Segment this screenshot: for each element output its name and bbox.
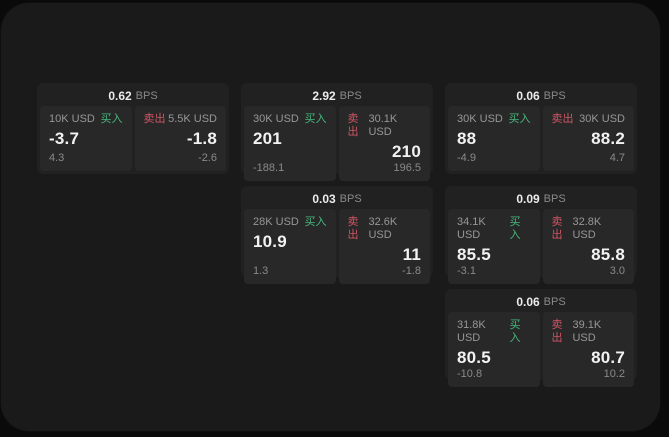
buy-change: -10.8 [457,368,483,380]
sell-tag: 卖出 [347,216,359,241]
bps-unit: BPS [543,296,566,308]
bps-value: 0.06 [516,295,540,309]
sell-amount: 30.1K USD [368,113,398,138]
quote-card: 0.03 BPS 28K USD 买入 10.9 1.3 卖出 32.6K US… [241,186,433,284]
buy-amount: 34.1K USD [457,216,486,241]
bps-header: 0.09 BPS [448,189,634,209]
sell-cell[interactable]: 卖出 30K USD 88.2 4.7 [542,106,634,171]
buy-tag: 买入 [304,216,327,228]
buy-cell[interactable]: 30K USD 买入 201 -188.1 [244,106,336,181]
quotes-board: 0.62 BPS 10K USD 买入 -3.7 4.3 卖出 5.5K USD [1,3,660,431]
bps-value: 2.92 [312,89,336,103]
quote-card: 0.09 BPS 34.1K USD 买入 85.5 -3.1 卖出 32.8K… [445,186,637,284]
buy-amount: 31.8K USD [457,319,486,344]
bps-value: 0.62 [108,89,132,103]
buy-tag: 买入 [509,216,521,241]
buy-amount: 30K USD [253,113,299,125]
buy-tag: 买入 [100,113,123,125]
bps-value: 0.06 [516,89,540,103]
buy-change: -188.1 [253,162,285,174]
bps-header: 2.92 BPS [244,86,430,106]
sell-amount: 5.5K USD [168,113,217,125]
sell-price: 85.8 [591,245,625,264]
quote-card: 2.92 BPS 30K USD 买入 201 -188.1 卖出 30.1K … [241,83,433,181]
sell-cell[interactable]: 卖出 32.6K USD 11 -1.8 [338,209,430,284]
bps-unit: BPS [543,90,566,102]
sell-change: 196.5 [393,162,421,174]
sell-tag: 卖出 [347,113,359,138]
buy-cell[interactable]: 31.8K USD 买入 80.5 -10.8 [448,312,540,387]
buy-tag: 买入 [509,319,521,344]
bps-value: 0.09 [516,192,540,206]
buy-tag: 买入 [304,113,327,125]
buy-price: 10.9 [253,232,287,251]
sell-tag: 卖出 [551,319,563,344]
quotes-grid: 0.62 BPS 10K USD 买入 -3.7 4.3 卖出 5.5K USD [37,83,637,387]
quote-card: 0.06 BPS 31.8K USD 买入 80.5 -10.8 卖出 39.1… [445,289,637,387]
sell-change: -2.6 [198,152,217,164]
bps-value: 0.03 [312,192,336,206]
buy-change: -3.1 [457,265,476,277]
bps-header: 0.06 BPS [448,292,634,312]
buy-amount: 10K USD [49,113,95,125]
bps-unit: BPS [339,193,362,205]
buy-change: 4.3 [49,152,65,164]
buy-tag: 买入 [508,113,531,125]
sell-change: 10.2 [603,368,625,380]
sell-tag: 卖出 [551,113,574,125]
sell-change: 3.0 [609,265,625,277]
sell-amount: 30K USD [579,113,625,125]
sell-amount: 32.6K USD [368,216,398,241]
quote-card: 0.06 BPS 30K USD 买入 88 -4.9 卖出 30K USD [445,83,637,174]
buy-price: 88 [457,129,477,148]
buy-change: 1.3 [253,265,269,277]
bps-header: 0.03 BPS [244,189,430,209]
buy-price: 85.5 [457,245,491,264]
sell-cell[interactable]: 卖出 32.8K USD 85.8 3.0 [542,209,634,284]
buy-cell[interactable]: 34.1K USD 买入 85.5 -3.1 [448,209,540,284]
sell-price: 88.2 [591,129,625,148]
sell-cell[interactable]: 卖出 5.5K USD -1.8 -2.6 [134,106,226,171]
buy-amount: 30K USD [457,113,503,125]
bps-header: 0.62 BPS [40,86,226,106]
sell-price: 80.7 [591,348,625,367]
buy-cell[interactable]: 30K USD 买入 88 -4.9 [448,106,540,171]
buy-amount: 28K USD [253,216,299,228]
buy-price: 80.5 [457,348,491,367]
sell-amount: 39.1K USD [572,319,602,344]
sell-change: 4.7 [609,152,625,164]
buy-cell[interactable]: 10K USD 买入 -3.7 4.3 [40,106,132,171]
buy-price: 201 [253,129,282,148]
buy-change: -4.9 [457,152,476,164]
sell-tag: 卖出 [143,113,166,125]
sell-price: -1.8 [186,129,217,148]
sell-amount: 32.8K USD [572,216,602,241]
buy-cell[interactable]: 28K USD 买入 10.9 1.3 [244,209,336,284]
bps-unit: BPS [543,193,566,205]
sell-price: 11 [402,245,421,264]
bps-unit: BPS [339,90,362,102]
sell-price: 210 [392,142,421,161]
bps-header: 0.06 BPS [448,86,634,106]
sell-tag: 卖出 [551,216,563,241]
buy-price: -3.7 [49,129,80,148]
bps-unit: BPS [135,90,158,102]
quote-card: 0.62 BPS 10K USD 买入 -3.7 4.3 卖出 5.5K USD [37,83,229,174]
sell-cell[interactable]: 卖出 39.1K USD 80.7 10.2 [542,312,634,387]
sell-change: -1.8 [402,265,421,277]
sell-cell[interactable]: 卖出 30.1K USD 210 196.5 [338,106,430,181]
